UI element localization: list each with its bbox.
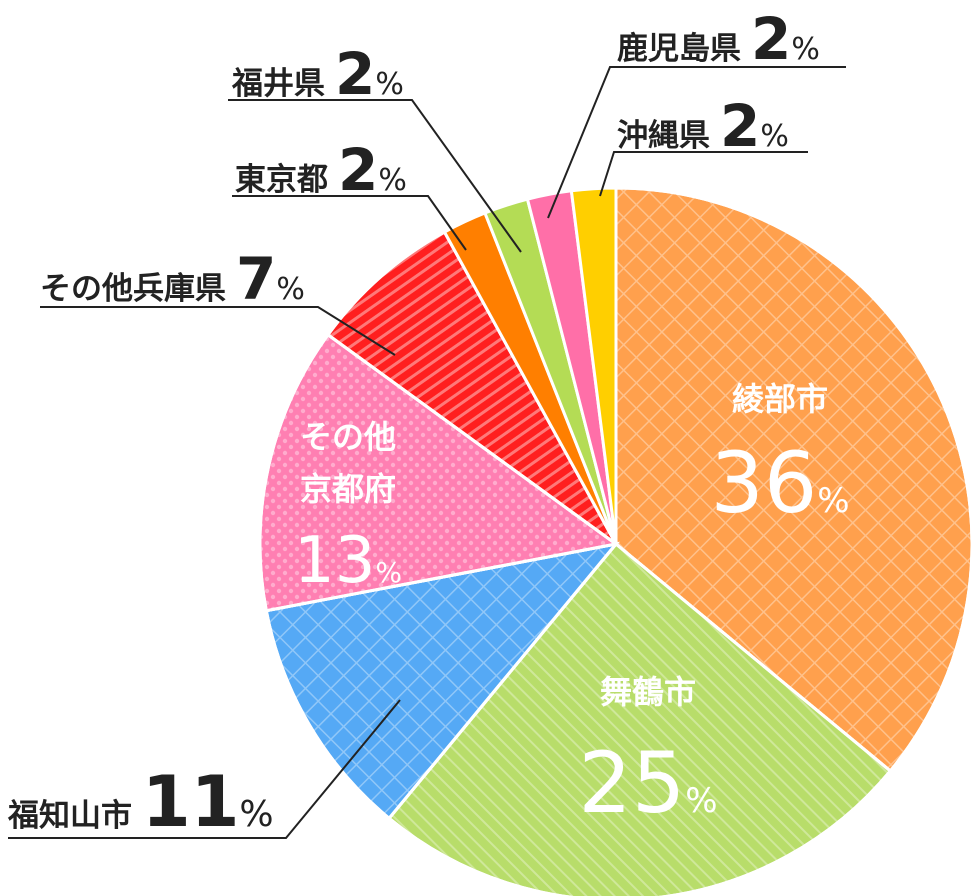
fukui-unit: % — [375, 67, 404, 102]
tokyo-name: 東京都 — [235, 162, 328, 198]
label-fukuchiyama: 福知山市 11% — [7, 761, 274, 843]
leader-kagoshima — [547, 66, 846, 219]
ayabe-unit: % — [817, 481, 849, 521]
label-kagoshima: 鹿児島県 2% — [617, 5, 820, 73]
label-tokyo: 東京都 2% — [235, 136, 407, 204]
kyoto-line2: 京都府 — [300, 470, 396, 508]
kyoto-line1: その他 — [300, 418, 396, 456]
slice-4-texture — [325, 229, 618, 546]
fukuchiyama-name: 福知山市 — [7, 798, 132, 834]
kyoto-unit: % — [375, 556, 402, 589]
slice-2-texture — [264, 541, 620, 821]
pie-slices — [258, 186, 974, 896]
fukui-name: 福井県 — [231, 66, 325, 102]
hyogo-value: 7 — [236, 245, 276, 313]
leader-hyogo — [40, 306, 396, 356]
ayabe-name: 綾部市 — [732, 380, 828, 418]
slice-3-texture — [258, 332, 620, 613]
slice-1-texture — [386, 541, 893, 896]
leader-tokyo — [232, 195, 467, 251]
label-okinawa: 沖縄県 2% — [617, 92, 789, 160]
tokyo-value: 2 — [338, 136, 378, 204]
leader-lines — [8, 66, 846, 839]
label-fukui: 福井県 2% — [231, 40, 404, 108]
kagoshima-value: 2 — [751, 5, 791, 73]
kagoshima-name: 鹿児島県 — [617, 31, 741, 67]
kyoto-value-line: 13% — [294, 524, 402, 598]
leader-fukui — [228, 99, 522, 253]
tokyo-unit: % — [378, 163, 407, 198]
maizuru-value-line: 25% — [578, 734, 717, 832]
maizuru-name: 舞鶴市 — [600, 673, 696, 711]
maizuru-value: 25 — [578, 734, 685, 832]
ayabe-value: 36 — [710, 434, 817, 532]
kyoto-value: 13 — [294, 524, 375, 598]
ayabe-value-line: 36% — [710, 434, 849, 532]
hyogo-unit: % — [276, 272, 305, 307]
okinawa-name: 沖縄県 — [617, 118, 710, 154]
fukui-value: 2 — [335, 40, 375, 108]
slice-0-texture — [614, 186, 974, 774]
maizuru-unit: % — [685, 781, 717, 821]
okinawa-unit: % — [760, 119, 789, 154]
slice-8 — [569, 186, 618, 545]
label-hyogo: その他兵庫県 7% — [40, 245, 305, 313]
fukuchiyama-unit: % — [239, 794, 273, 835]
leader-okinawa — [599, 151, 808, 197]
okinawa-value: 2 — [720, 92, 760, 160]
hyogo-name: その他兵庫県 — [40, 271, 226, 307]
leader-fukuchiyama — [8, 699, 401, 839]
fukuchiyama-value: 11 — [142, 761, 239, 843]
kagoshima-unit: % — [791, 32, 820, 67]
